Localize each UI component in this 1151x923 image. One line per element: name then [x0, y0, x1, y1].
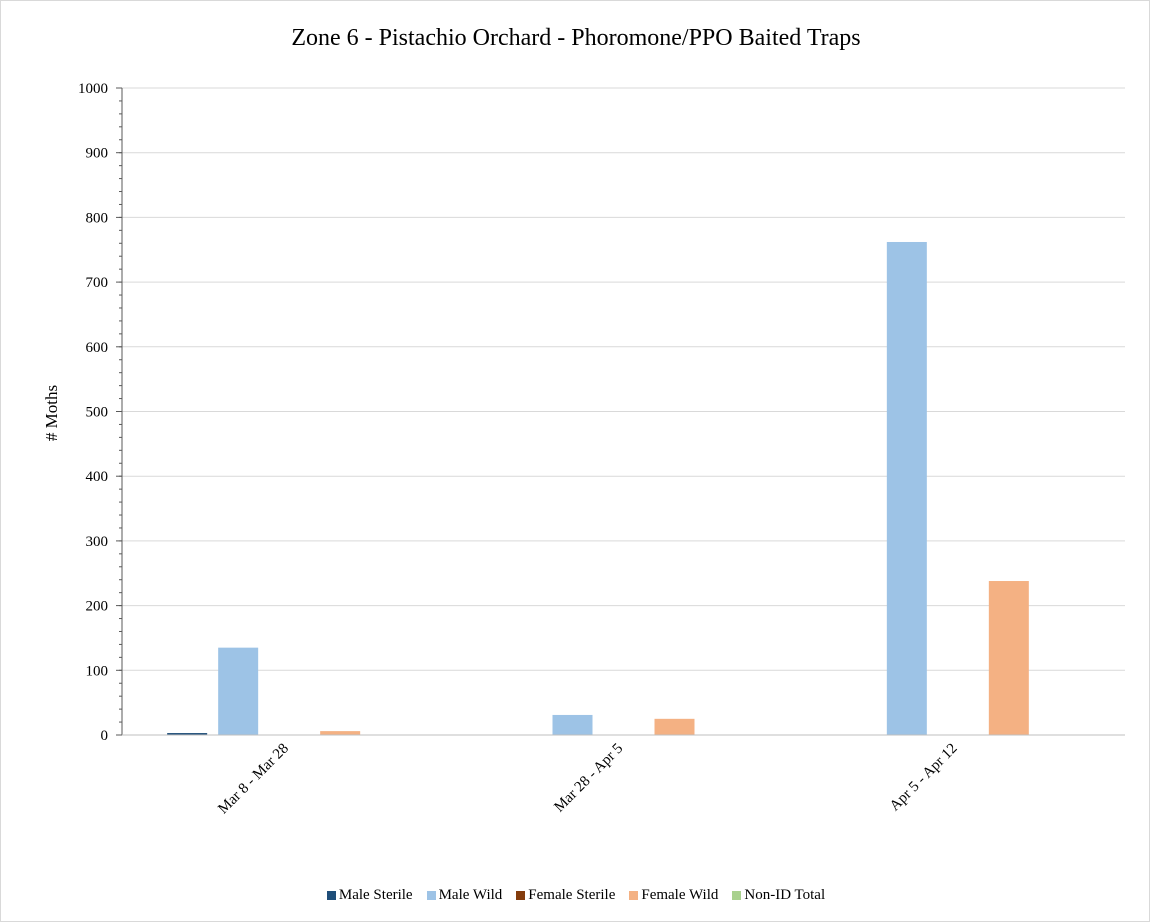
chart-plot: 0 100 200 300 400 500 600 700 800 900 1000 Mar 8 - … — [78, 81, 1125, 818]
bar-male-sterile-0 — [167, 733, 208, 735]
y-tick-label-7: 700 — [86, 275, 109, 291]
legend-swatch — [326, 891, 336, 900]
legend-label: Male Wild — [438, 887, 503, 903]
y-tick-label-5: 500 — [86, 405, 109, 421]
legend-item-non-id-total: Non-ID Total — [732, 887, 825, 904]
legend-label: Non-ID Total — [744, 887, 826, 903]
y-tick-label-10: 1000 — [78, 81, 108, 97]
legend-item-male-wild: Male Wild — [426, 887, 503, 904]
legend-label: Male Sterile — [338, 887, 413, 903]
legend-swatch — [516, 891, 526, 900]
y-tick-label-9: 900 — [86, 146, 109, 162]
bar-female-wild-1 — [654, 718, 695, 735]
legend-swatch — [629, 891, 639, 900]
legend-label: Female Sterile — [528, 887, 616, 903]
legend-label: Female Wild — [641, 887, 719, 903]
chart-title: Zone 6 - Pistachio Orchard - Phoromone/P… — [291, 25, 861, 51]
legend-swatch — [426, 891, 436, 900]
y-tick-label-2: 200 — [86, 599, 109, 615]
bar-female-wild-2 — [988, 581, 1029, 735]
legend: Male Sterile Male Wild Female Sterile Femal… — [1, 887, 1151, 904]
y-tick-label-8: 800 — [86, 210, 109, 226]
bar-female-wild-0 — [320, 731, 361, 735]
y-tick-label-1: 100 — [86, 663, 109, 679]
legend-item-male-sterile: Male Sterile — [326, 887, 413, 904]
x-tick-label-1: Mar 28 - Apr 5 — [551, 741, 626, 816]
y-tick-label-6: 600 — [86, 340, 109, 356]
y-tick-label-0: 0 — [101, 728, 109, 744]
bar-male-wild-1 — [552, 714, 593, 735]
legend-item-female-wild: Female Wild — [629, 887, 718, 904]
y-tick-label-3: 300 — [86, 534, 109, 550]
legend-item-female-sterile: Female Sterile — [516, 887, 615, 904]
bar-male-wild-0 — [218, 647, 259, 735]
bar-male-wild-2 — [886, 241, 927, 735]
legend-swatch — [732, 891, 742, 900]
x-tick-label-0: Mar 8 - Mar 28 — [215, 741, 292, 818]
y-tick-label-4: 400 — [86, 469, 109, 485]
x-tick-label-2: Apr 5 - Apr 12 — [887, 741, 961, 815]
